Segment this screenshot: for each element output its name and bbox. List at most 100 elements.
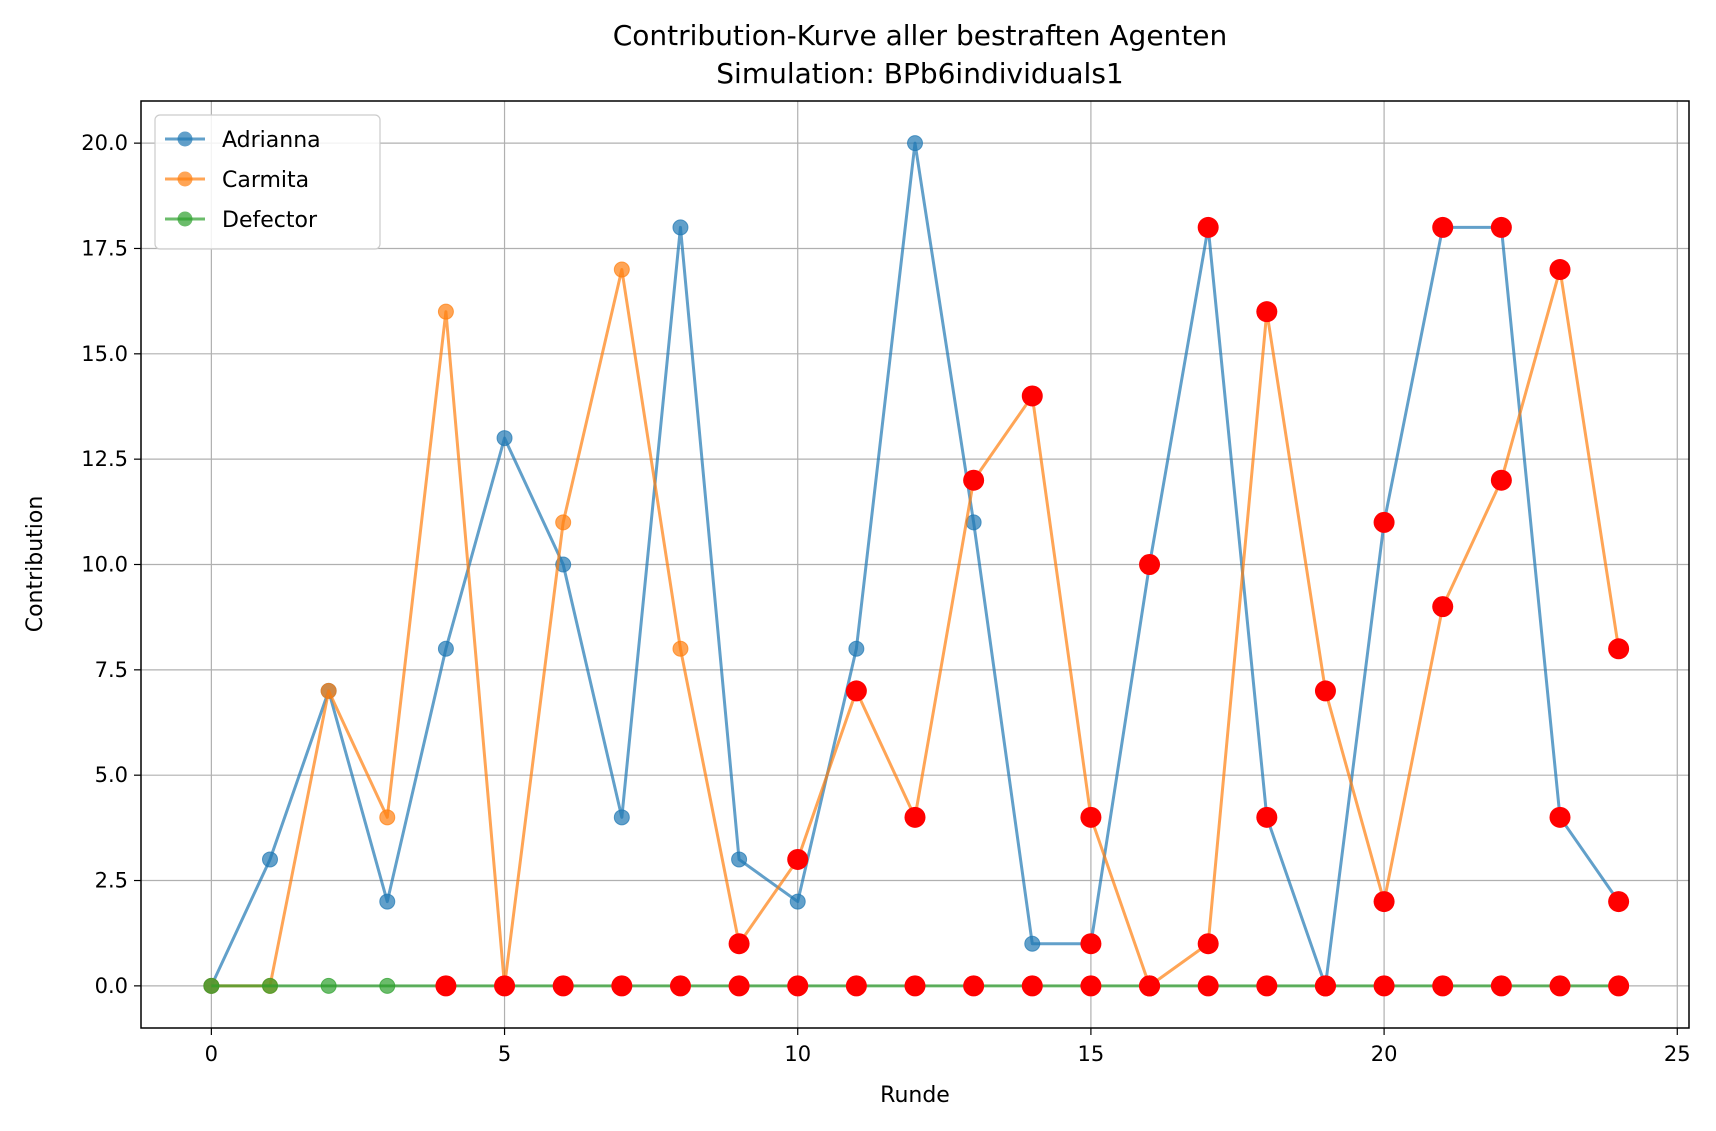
x-tick-label: 10 xyxy=(784,1042,811,1066)
y-tick-label: 17.5 xyxy=(81,236,128,260)
legend-entry-defector: Defector xyxy=(165,208,318,233)
punishment-marker xyxy=(1314,975,1336,997)
punishment-marker xyxy=(728,975,750,997)
data-point xyxy=(379,977,396,994)
data-point xyxy=(437,303,454,320)
punishment-marker xyxy=(1021,975,1043,997)
data-point xyxy=(203,977,220,994)
punishment-marker xyxy=(494,975,516,997)
data-point xyxy=(262,977,278,994)
data-point xyxy=(555,514,572,531)
punishment-marker xyxy=(1256,975,1278,997)
punishment-marker xyxy=(1080,806,1102,828)
data-point xyxy=(1024,935,1041,952)
y-tick-label: 7.5 xyxy=(95,658,128,682)
y-tick-label: 15.0 xyxy=(81,342,128,366)
legend-label: Defector xyxy=(222,208,318,233)
punishment-marker xyxy=(1490,216,1512,238)
legend-swatch-marker xyxy=(177,131,193,147)
x-axis-label: Runde xyxy=(880,1083,950,1108)
data-point xyxy=(731,851,748,868)
punishment-marker xyxy=(1256,301,1278,323)
punishment-marker xyxy=(728,933,750,955)
data-point xyxy=(496,430,513,447)
data-point xyxy=(320,682,337,699)
punishment-marker xyxy=(1549,806,1571,828)
data-point xyxy=(437,640,454,657)
punishment-marker xyxy=(1432,596,1454,618)
y-tick-label: 12.5 xyxy=(81,447,128,471)
punishment-marker xyxy=(963,975,985,997)
punishment-marker xyxy=(1373,511,1395,533)
data-point xyxy=(379,893,396,910)
punishment-marker xyxy=(1608,975,1630,997)
legend-swatch-marker xyxy=(177,171,193,187)
punishment-marker xyxy=(1080,975,1102,997)
punishment-marker xyxy=(904,806,926,828)
x-axis-ticks: 0 5 10 15 20 25 xyxy=(205,1028,1691,1066)
y-tick-label: 2.5 xyxy=(95,869,128,893)
y-tick-label: 10.0 xyxy=(81,553,128,577)
punishment-marker xyxy=(1490,975,1512,997)
punishment-marker xyxy=(787,975,809,997)
legend-entry-adrianna: Adrianna xyxy=(165,128,321,153)
data-point xyxy=(789,893,806,910)
chart-subtitle: Simulation: BPb6individuals1 xyxy=(716,57,1123,90)
punishment-marker xyxy=(1608,638,1630,660)
data-point xyxy=(907,135,923,152)
punishment-marker xyxy=(1608,891,1630,913)
punishment-marker xyxy=(1490,469,1512,491)
data-point xyxy=(848,640,865,657)
punishment-marker xyxy=(1373,891,1395,913)
data-point xyxy=(320,977,337,994)
punishment-marker xyxy=(904,975,926,997)
punishment-marker xyxy=(1549,259,1571,281)
y-axis-ticks: 0.0 2.5 5.0 7.5 10.0 12.5 15.0 17.5 20.0 xyxy=(81,131,141,998)
punishment-marker xyxy=(1197,933,1219,955)
data-point xyxy=(613,261,630,278)
punishment-marker xyxy=(1080,933,1102,955)
legend: Adrianna Carmita Defector xyxy=(154,114,381,250)
punishment-marker xyxy=(787,848,809,870)
punishment-marker xyxy=(552,975,574,997)
y-axis-label: Contribution xyxy=(23,496,48,633)
chart-title: Contribution-Kurve aller bestraften Agen… xyxy=(613,19,1228,52)
legend-frame xyxy=(154,114,381,250)
data-point xyxy=(262,851,278,868)
punishment-marker xyxy=(1197,216,1219,238)
legend-swatch-marker xyxy=(177,211,193,227)
data-point xyxy=(672,219,689,236)
data-point xyxy=(613,809,630,826)
punishment-marker xyxy=(845,975,867,997)
punishment-marker xyxy=(845,680,867,702)
punishment-marker xyxy=(1197,975,1219,997)
punishment-marker xyxy=(1256,806,1278,828)
x-tick-label: 15 xyxy=(1078,1042,1105,1066)
punishment-marker xyxy=(1139,554,1161,575)
legend-label: Carmita xyxy=(222,168,309,193)
legend-entries: Adrianna Carmita Defector xyxy=(165,128,321,233)
punishment-marker xyxy=(1432,975,1454,997)
punishment-marker xyxy=(1432,216,1454,238)
punishment-marker xyxy=(1549,975,1571,997)
x-tick-label: 0 xyxy=(205,1042,218,1066)
x-tick-label: 20 xyxy=(1371,1042,1398,1066)
data-point xyxy=(672,640,689,657)
punishment-marker xyxy=(435,975,457,997)
x-tick-label: 5 xyxy=(498,1042,511,1066)
y-tick-label: 5.0 xyxy=(95,763,128,787)
punishment-marker xyxy=(669,975,691,997)
punishment-marker xyxy=(963,469,985,491)
punishment-marker xyxy=(1139,975,1161,997)
punishment-marker xyxy=(1314,680,1336,702)
data-point xyxy=(379,809,396,826)
punishment-marker xyxy=(1373,975,1395,997)
punishment-marker xyxy=(611,975,633,997)
legend-label: Adrianna xyxy=(222,128,321,153)
y-tick-label: 0.0 xyxy=(95,974,128,998)
punishment-marker xyxy=(1021,385,1043,407)
y-tick-label: 20.0 xyxy=(81,131,128,155)
x-tick-label: 25 xyxy=(1664,1042,1691,1066)
punishment-markers xyxy=(435,216,1630,997)
